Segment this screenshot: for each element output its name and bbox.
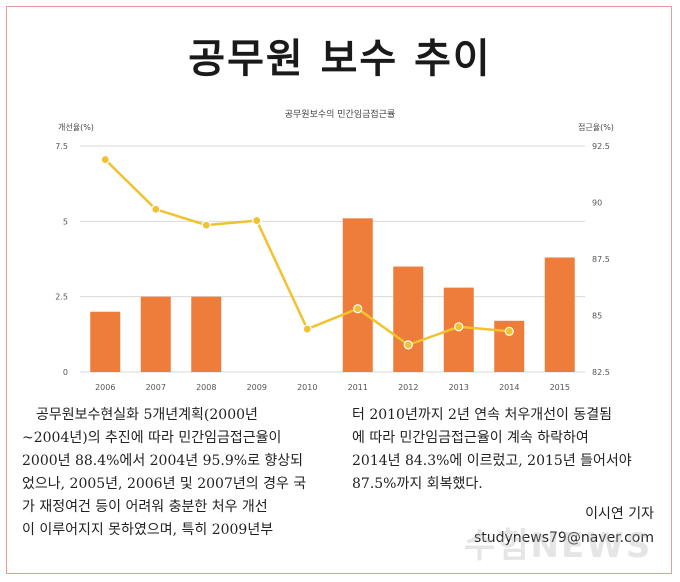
bar-2012 — [393, 266, 424, 372]
body-line: 2014년 84.3%에 이르렀고, 2015년 들어서야 — [352, 453, 632, 469]
y-left-tick-label: 0 — [63, 368, 68, 377]
x-tick-label: 2012 — [398, 383, 418, 392]
author-email[interactable]: studynews79@naver.com — [473, 530, 654, 546]
bar-2011 — [342, 218, 373, 372]
byline: 이시연 기자 studynews79@naver.com — [474, 502, 654, 550]
body-line: ~2004년)의 추진에 따라 민간임금접근율이 — [22, 430, 282, 446]
line-series — [100, 154, 514, 350]
bar-2006 — [90, 311, 121, 372]
line-point-2010 — [302, 324, 312, 334]
bar-2008 — [191, 296, 222, 372]
y-left-label: 개선율(%) — [58, 122, 94, 132]
body-text-right: 터 2010년까지 2년 연속 처우개선이 동결됨 에 따라 민간임금접근율이 … — [352, 404, 664, 496]
y-right-tick-label: 82.5 — [592, 368, 610, 377]
author-name: 이시연 기자 — [585, 506, 654, 522]
x-tick-label: 2013 — [449, 383, 469, 392]
y-right-tick-label: 87.5 — [592, 255, 610, 264]
y-left-tick-label: 2.5 — [55, 293, 68, 302]
y-right-tick-label: 85 — [592, 312, 602, 321]
body-line: 공무원보수현실화 5개년계획(2000년 — [36, 407, 258, 423]
line-point-2006 — [100, 154, 110, 165]
x-tick-label: 2006 — [95, 383, 115, 392]
x-tick-label: 2009 — [247, 383, 267, 392]
bar-2007 — [140, 296, 171, 372]
line-point-2012 — [403, 340, 413, 350]
x-tick-label: 2010 — [297, 383, 317, 392]
body-line: 터 2010년까지 2년 연속 처우개선이 동결됨 — [352, 407, 612, 423]
body-line: 87.5%까지 회복했다. — [352, 476, 483, 492]
line-point-2013 — [454, 322, 464, 332]
body-line: 가 재정여건 등이 어려워 충분한 처우 개선 — [22, 499, 268, 515]
x-tick-label: 2015 — [550, 383, 570, 392]
y-right-tick-label: 90 — [592, 199, 602, 208]
x-tick-label: 2008 — [196, 383, 216, 392]
bar-2015 — [544, 257, 575, 372]
line-point-2009 — [252, 215, 262, 226]
y-right-tick-label: 92.5 — [592, 142, 610, 151]
headline: 공무원 보수 추이 — [188, 35, 492, 82]
body-line: 었으나, 2005년, 2006년 및 2007년의 경우 국 — [22, 476, 307, 492]
x-tick-label: 2007 — [146, 383, 166, 392]
line-point-2014 — [504, 326, 514, 336]
line-point-2011 — [353, 304, 363, 314]
combo-chart: 공무원보수의 민간임금접근률 개선율(%) 접근율(%) 0 2.5 5 7.5 82.… — [55, 108, 614, 392]
body-line: 에 따라 민간임금접근율이 계속 하락하여 — [352, 430, 589, 446]
body-line: 2000년 88.4%에서 2004년 95.9%로 향상되 — [22, 453, 304, 469]
chart-title: 공무원보수의 민간임금접근률 — [285, 108, 396, 120]
y-left-tick-label: 7.5 — [55, 142, 68, 151]
line-point-2008 — [201, 220, 211, 230]
bar-series — [90, 218, 575, 372]
line-point-2007 — [151, 204, 161, 214]
body-line: 이 이루어지지 못하였으며, 특히 2009년부 — [22, 522, 274, 538]
x-tick-label: 2011 — [348, 383, 368, 392]
body-text-left: 공무원보수현실화 5개년계획(2000년 ~2004년)의 추진에 따라 민간임… — [22, 404, 338, 542]
x-tick-label: 2014 — [499, 383, 519, 392]
watermark: 수험NEWS — [464, 526, 653, 566]
tick-labels: 0 2.5 5 7.5 82.5 85 87.5 90 92.5 2006 2007 2008 2009… — [55, 142, 610, 392]
y-right-label: 접근율(%) — [578, 122, 614, 132]
y-left-tick-label: 5 — [63, 217, 68, 226]
